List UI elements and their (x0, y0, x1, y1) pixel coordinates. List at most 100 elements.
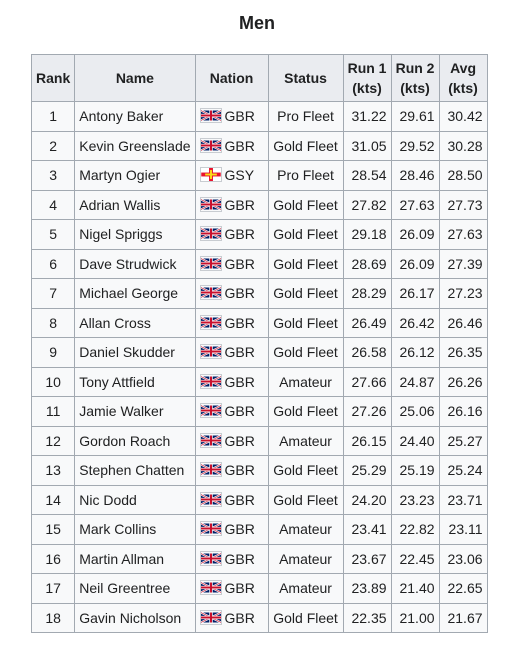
cell-nation: GBR (194, 307, 269, 338)
cell-status: Gold Fleet (267, 219, 344, 250)
cell-rank: 11 (30, 396, 76, 427)
cell-avg: 26.26 (438, 366, 488, 397)
cell-nation: GBR (194, 425, 269, 456)
cell-status: Pro Fleet (267, 160, 344, 191)
nation-code: GBR (224, 462, 255, 479)
cell-run2: 26.42 (390, 307, 440, 338)
cell-run1: 25.29 (342, 455, 392, 486)
cell-run2: 28.46 (390, 160, 440, 191)
nation-code: GBR (224, 137, 255, 154)
cell-run2: 29.52 (390, 130, 440, 161)
cell-status: Amateur (267, 366, 344, 397)
cell-nation: GBR (194, 130, 269, 161)
cell-run2: 21.00 (390, 602, 440, 633)
cell-run1: 23.89 (342, 573, 392, 604)
nation-code: GBR (224, 432, 255, 449)
cell-status: Gold Fleet (267, 396, 344, 427)
cell-run2: 26.09 (390, 219, 440, 250)
cell-name: Martyn Ogier (74, 160, 196, 191)
nation-code: GBR (224, 285, 255, 302)
cell-run2: 23.23 (390, 484, 440, 515)
header-rank[interactable]: Rank (30, 54, 76, 102)
table-row: 13 Stephen Chatten GBR Gold Fleet 25.29 25.19… (30, 455, 488, 486)
nation-code: GBR (224, 550, 255, 567)
header-status[interactable]: Status (267, 54, 344, 102)
cell-status: Gold Fleet (267, 278, 344, 309)
header-run1[interactable]: Run 1 (kts) (342, 54, 392, 102)
nation-code: GBR (224, 314, 255, 331)
cell-nation: GBR (194, 514, 269, 545)
nation-code: GBR (224, 255, 255, 272)
cell-rank: 16 (30, 543, 76, 574)
union-jack-flag-icon (199, 196, 222, 212)
cell-avg: 27.39 (438, 248, 488, 279)
cell-nation: GBR (194, 484, 269, 515)
cell-avg: 25.27 (438, 425, 488, 456)
cell-status: Gold Fleet (267, 602, 344, 633)
nation-code: GBR (224, 226, 255, 243)
cell-rank: 7 (30, 278, 76, 309)
cell-status: Pro Fleet (267, 101, 344, 132)
cell-avg: 28.50 (438, 160, 488, 191)
nation-code: GBR (224, 108, 255, 125)
cell-name: Gordon Roach (74, 425, 196, 456)
cell-rank: 10 (30, 366, 76, 397)
cell-name: Tony Attfield (74, 366, 196, 397)
cell-avg: 23.06 (438, 543, 488, 574)
nation-code: GBR (224, 344, 255, 361)
cell-run1: 23.67 (342, 543, 392, 574)
table-row: 3 Martyn Ogier GSY Pro Fleet 28.54 28.46 28.50 (30, 160, 488, 191)
nation-code: GBR (224, 521, 255, 538)
cell-run1: 24.20 (342, 484, 392, 515)
nation-code: GBR (224, 609, 255, 626)
cell-nation: GBR (194, 455, 269, 486)
cell-name: Kevin Greenslade (74, 130, 196, 161)
cell-run2: 29.61 (390, 101, 440, 132)
header-run1-label: Run 1 (347, 60, 387, 76)
cell-avg: 27.63 (438, 219, 488, 250)
cell-name: Antony Baker (74, 101, 196, 132)
cell-avg: 22.65 (438, 573, 488, 604)
cell-status: Amateur (267, 573, 344, 604)
nation-code: GBR (224, 580, 255, 597)
header-nation[interactable]: Nation (194, 54, 269, 102)
table-row: 1 Antony Baker GBR Pro Fleet 31.22 29.61 30.42 (30, 101, 488, 132)
cell-name: Mark Collins (74, 514, 196, 545)
table-caption: Men (239, 13, 275, 33)
cell-name: Dave Strudwick (74, 248, 196, 279)
cell-name: Nigel Spriggs (74, 219, 196, 250)
cell-run2: 26.12 (390, 337, 440, 368)
nation-code: GBR (224, 403, 255, 420)
cell-run1: 28.69 (342, 248, 392, 279)
union-jack-flag-icon (199, 137, 222, 153)
cell-run1: 31.05 (342, 130, 392, 161)
cell-run2: 24.87 (390, 366, 440, 397)
union-jack-flag-icon (199, 521, 222, 537)
union-jack-flag-icon (199, 609, 222, 625)
cell-rank: 14 (30, 484, 76, 515)
header-avg-unit: (kts) (448, 80, 478, 96)
union-jack-flag-icon (199, 255, 222, 271)
cell-rank: 5 (30, 219, 76, 250)
header-run2-label: Run 2 (395, 60, 435, 76)
cell-name: Nic Dodd (74, 484, 196, 515)
cell-avg: 30.28 (438, 130, 488, 161)
cell-run2: 27.63 (390, 189, 440, 220)
cell-avg: 30.42 (438, 101, 488, 132)
cell-name: Stephen Chatten (74, 455, 196, 486)
table-row: 12 Gordon Roach GBR Amateur 26.15 24.40 25.27 (30, 425, 488, 456)
table-row: 17 Neil Greentree GBR Amateur 23.89 21.40 22.6… (30, 573, 488, 604)
cell-name: Allan Cross (74, 307, 196, 338)
cell-name: Gavin Nicholson (74, 602, 196, 633)
header-avg[interactable]: Avg (kts) (438, 54, 488, 102)
cell-rank: 4 (30, 189, 76, 220)
union-jack-flag-icon (199, 314, 222, 330)
cell-rank: 8 (30, 307, 76, 338)
cell-name: Martin Allman (74, 543, 196, 574)
union-jack-flag-icon (199, 491, 222, 507)
header-name[interactable]: Name (74, 54, 196, 102)
cell-rank: 12 (30, 425, 76, 456)
nation-code: GSY (224, 167, 255, 184)
header-run2[interactable]: Run 2 (kts) (390, 54, 440, 102)
results-table: Rank Name Nation Status Run 1 (kts) Run … (30, 54, 488, 633)
